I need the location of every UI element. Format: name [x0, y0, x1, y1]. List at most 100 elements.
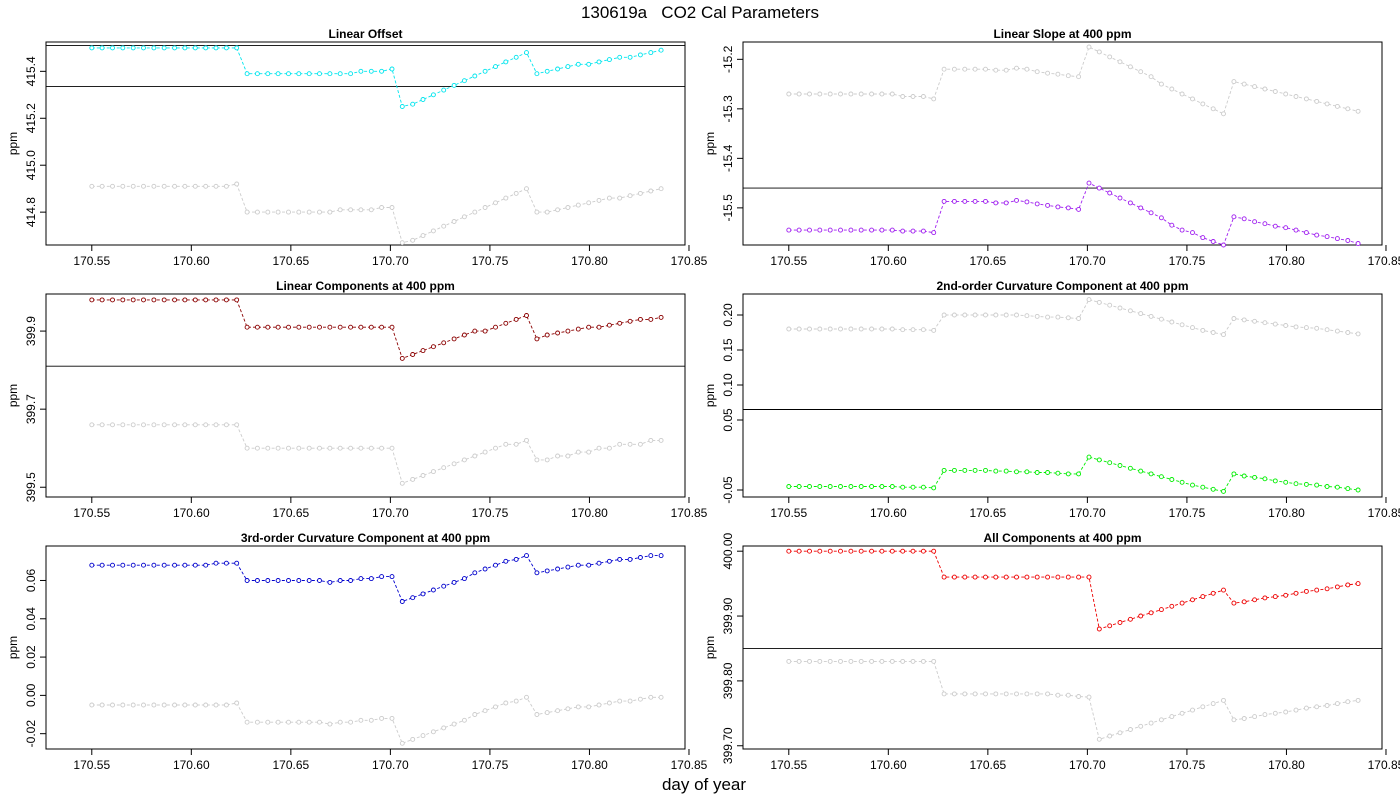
data-point: [1169, 477, 1175, 482]
y-tick-label: 0.00: [24, 683, 38, 707]
data-point: [213, 45, 219, 51]
data-point: [962, 691, 968, 697]
data-point: [420, 473, 426, 478]
data-point: [430, 344, 436, 350]
data-point: [1014, 65, 1019, 71]
data-point: [1127, 465, 1133, 471]
data-point: [89, 183, 95, 189]
data-point: [838, 484, 843, 489]
data-point: [648, 553, 654, 559]
data-point: [213, 422, 219, 428]
data-point: [172, 422, 178, 428]
data-point: [192, 562, 198, 568]
data-point: [637, 441, 643, 447]
data-point: [348, 445, 354, 451]
plot-frame: [742, 41, 1383, 246]
data-point: [951, 312, 957, 318]
data-point: [223, 297, 229, 303]
data-point: [1200, 327, 1206, 333]
data-point: [234, 700, 240, 706]
data-point: [817, 91, 823, 97]
data-point: [1107, 190, 1113, 196]
plot-frame: [742, 293, 1383, 498]
data-point: [265, 71, 271, 77]
y-tick-label: -0.02: [24, 720, 38, 748]
x-tick-label: 170.60: [870, 254, 907, 268]
data-point: [858, 658, 864, 664]
data-point: [617, 54, 623, 60]
data-point: [296, 445, 302, 451]
data-point: [951, 198, 957, 204]
data-point: [1138, 205, 1144, 211]
x-tick-label: 170.70: [372, 758, 409, 772]
data-point: [565, 564, 571, 570]
data-point: [441, 223, 447, 229]
data-point: [827, 484, 833, 489]
data-point: [389, 574, 395, 580]
data-point: [1334, 103, 1340, 109]
data-point: [972, 312, 978, 318]
series-line: [91, 47, 662, 108]
data-point: [151, 45, 157, 51]
data-point: [565, 706, 571, 712]
data-point: [658, 437, 664, 443]
y-tick-label: -15.2: [721, 45, 735, 73]
data-point: [1293, 227, 1299, 233]
data-point: [1179, 600, 1185, 606]
data-point: [637, 316, 643, 322]
data-point: [596, 197, 602, 203]
data-point: [658, 553, 664, 559]
data-point: [286, 209, 291, 215]
data-point: [306, 719, 312, 725]
data-point: [807, 227, 812, 233]
data-point: [430, 469, 436, 475]
data-point: [368, 207, 374, 213]
data-point: [1179, 91, 1185, 97]
data-point: [161, 562, 167, 568]
data-point: [796, 484, 802, 489]
data-point: [368, 445, 374, 451]
data-point: [368, 717, 374, 723]
data-point: [1210, 239, 1216, 244]
data-point: [596, 445, 602, 451]
data-point: [1107, 623, 1113, 629]
data-point: [1221, 488, 1226, 494]
data-point: [534, 336, 540, 342]
data-point: [451, 461, 457, 467]
data-point: [962, 312, 968, 318]
data-point: [1148, 471, 1154, 477]
data-point: [182, 45, 188, 51]
y-tick-label: 0.05: [721, 408, 735, 432]
data-point: [1003, 67, 1009, 73]
data-point: [327, 324, 333, 330]
data-point: [1221, 697, 1226, 703]
data-point: [617, 556, 623, 562]
data-point: [1169, 319, 1175, 325]
data-point: [1138, 311, 1144, 317]
data-point: [838, 548, 843, 554]
data-point: [430, 92, 436, 98]
data-point: [817, 658, 823, 664]
data-point: [130, 183, 136, 189]
data-point: [1200, 101, 1206, 107]
data-point: [910, 484, 916, 490]
data-point: [234, 422, 240, 428]
data-point: [182, 297, 188, 303]
data-point: [275, 324, 281, 330]
data-point: [1293, 707, 1299, 713]
data-point: [1148, 610, 1154, 616]
data-point: [1200, 594, 1206, 600]
data-point: [1055, 470, 1061, 476]
x-tick-label: 170.55: [73, 506, 110, 520]
y-tick-label: -15.5: [721, 194, 735, 222]
y-axis-label: ppm: [6, 132, 20, 155]
data-point: [524, 553, 529, 559]
data-point: [493, 64, 498, 70]
data-point: [1345, 486, 1351, 492]
data-point: [962, 66, 968, 72]
data-point: [482, 566, 488, 572]
data-point: [1045, 314, 1051, 320]
data-point: [244, 445, 250, 451]
data-point: [1148, 313, 1154, 319]
data-point: [472, 570, 478, 576]
